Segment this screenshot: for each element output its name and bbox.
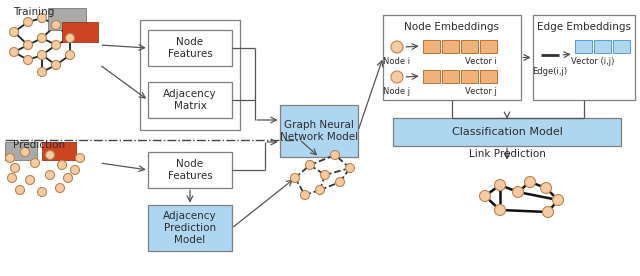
Text: Graph Neural
Network Model: Graph Neural Network Model bbox=[280, 120, 358, 142]
Bar bbox=[613, 40, 630, 53]
Circle shape bbox=[76, 153, 84, 163]
Text: Training: Training bbox=[13, 7, 54, 17]
Bar bbox=[423, 70, 440, 83]
Circle shape bbox=[58, 161, 67, 169]
Bar bbox=[480, 40, 497, 53]
Circle shape bbox=[24, 55, 33, 65]
Bar bbox=[148, 152, 232, 188]
Circle shape bbox=[45, 150, 54, 160]
Bar bbox=[280, 105, 358, 157]
Circle shape bbox=[31, 158, 40, 168]
Circle shape bbox=[56, 184, 65, 192]
Bar bbox=[148, 30, 232, 66]
Circle shape bbox=[38, 33, 47, 43]
Circle shape bbox=[479, 190, 490, 201]
Bar bbox=[148, 82, 232, 118]
Text: Vector (i,j): Vector (i,j) bbox=[572, 57, 614, 66]
Circle shape bbox=[305, 161, 314, 169]
Circle shape bbox=[65, 51, 74, 60]
Circle shape bbox=[8, 174, 17, 182]
Circle shape bbox=[291, 174, 300, 182]
Text: Node
Features: Node Features bbox=[168, 159, 212, 181]
Bar bbox=[42, 142, 76, 160]
Bar bbox=[442, 40, 459, 53]
Text: Link Prediction: Link Prediction bbox=[468, 149, 545, 159]
Bar bbox=[140, 20, 240, 130]
Bar bbox=[480, 70, 497, 83]
Bar bbox=[461, 40, 478, 53]
Circle shape bbox=[335, 177, 344, 187]
Bar bbox=[62, 22, 98, 42]
Circle shape bbox=[513, 187, 524, 198]
Text: Edge Embeddings: Edge Embeddings bbox=[537, 22, 631, 32]
Circle shape bbox=[24, 41, 33, 49]
Text: Prediction: Prediction bbox=[13, 140, 65, 150]
Bar bbox=[383, 15, 521, 100]
Circle shape bbox=[543, 206, 554, 217]
Bar bbox=[594, 40, 611, 53]
Text: Edge(i,j): Edge(i,j) bbox=[532, 67, 568, 76]
Circle shape bbox=[525, 176, 536, 187]
Text: Adjacency
Prediction
Model: Adjacency Prediction Model bbox=[163, 211, 217, 245]
Circle shape bbox=[391, 71, 403, 83]
Circle shape bbox=[495, 179, 506, 190]
Bar bbox=[533, 15, 635, 100]
Text: Classification Model: Classification Model bbox=[452, 127, 563, 137]
Circle shape bbox=[65, 33, 74, 43]
Circle shape bbox=[45, 171, 54, 179]
Circle shape bbox=[51, 41, 61, 49]
Circle shape bbox=[38, 187, 47, 197]
Bar bbox=[461, 70, 478, 83]
Circle shape bbox=[20, 147, 29, 156]
Circle shape bbox=[330, 150, 339, 160]
Circle shape bbox=[51, 60, 61, 70]
Circle shape bbox=[38, 51, 47, 60]
Circle shape bbox=[321, 171, 330, 179]
Bar bbox=[442, 70, 459, 83]
Bar bbox=[5, 142, 37, 160]
Text: Vector j: Vector j bbox=[465, 87, 497, 96]
Bar bbox=[575, 40, 592, 53]
Circle shape bbox=[15, 185, 24, 195]
Circle shape bbox=[495, 205, 506, 216]
Circle shape bbox=[51, 20, 61, 30]
Bar bbox=[423, 40, 440, 53]
Circle shape bbox=[541, 182, 552, 193]
Circle shape bbox=[6, 153, 15, 163]
Circle shape bbox=[24, 17, 33, 26]
Text: Vector i: Vector i bbox=[465, 57, 497, 66]
Circle shape bbox=[38, 14, 47, 23]
Text: Node j: Node j bbox=[383, 87, 411, 96]
Text: Node
Features: Node Features bbox=[168, 37, 212, 59]
Text: Node Embeddings: Node Embeddings bbox=[404, 22, 499, 32]
Bar bbox=[48, 8, 86, 30]
Circle shape bbox=[10, 163, 19, 172]
Text: Adjacency
Matrix: Adjacency Matrix bbox=[163, 89, 217, 111]
Circle shape bbox=[346, 163, 355, 172]
Circle shape bbox=[63, 174, 72, 182]
Bar bbox=[148, 205, 232, 251]
Circle shape bbox=[10, 28, 19, 36]
Circle shape bbox=[316, 185, 324, 195]
Circle shape bbox=[26, 176, 35, 184]
Circle shape bbox=[301, 190, 310, 200]
Bar bbox=[393, 118, 621, 146]
Circle shape bbox=[552, 195, 563, 206]
Text: Node i: Node i bbox=[383, 57, 411, 66]
Circle shape bbox=[38, 68, 47, 76]
Circle shape bbox=[391, 41, 403, 53]
Circle shape bbox=[70, 166, 79, 174]
Circle shape bbox=[10, 47, 19, 57]
